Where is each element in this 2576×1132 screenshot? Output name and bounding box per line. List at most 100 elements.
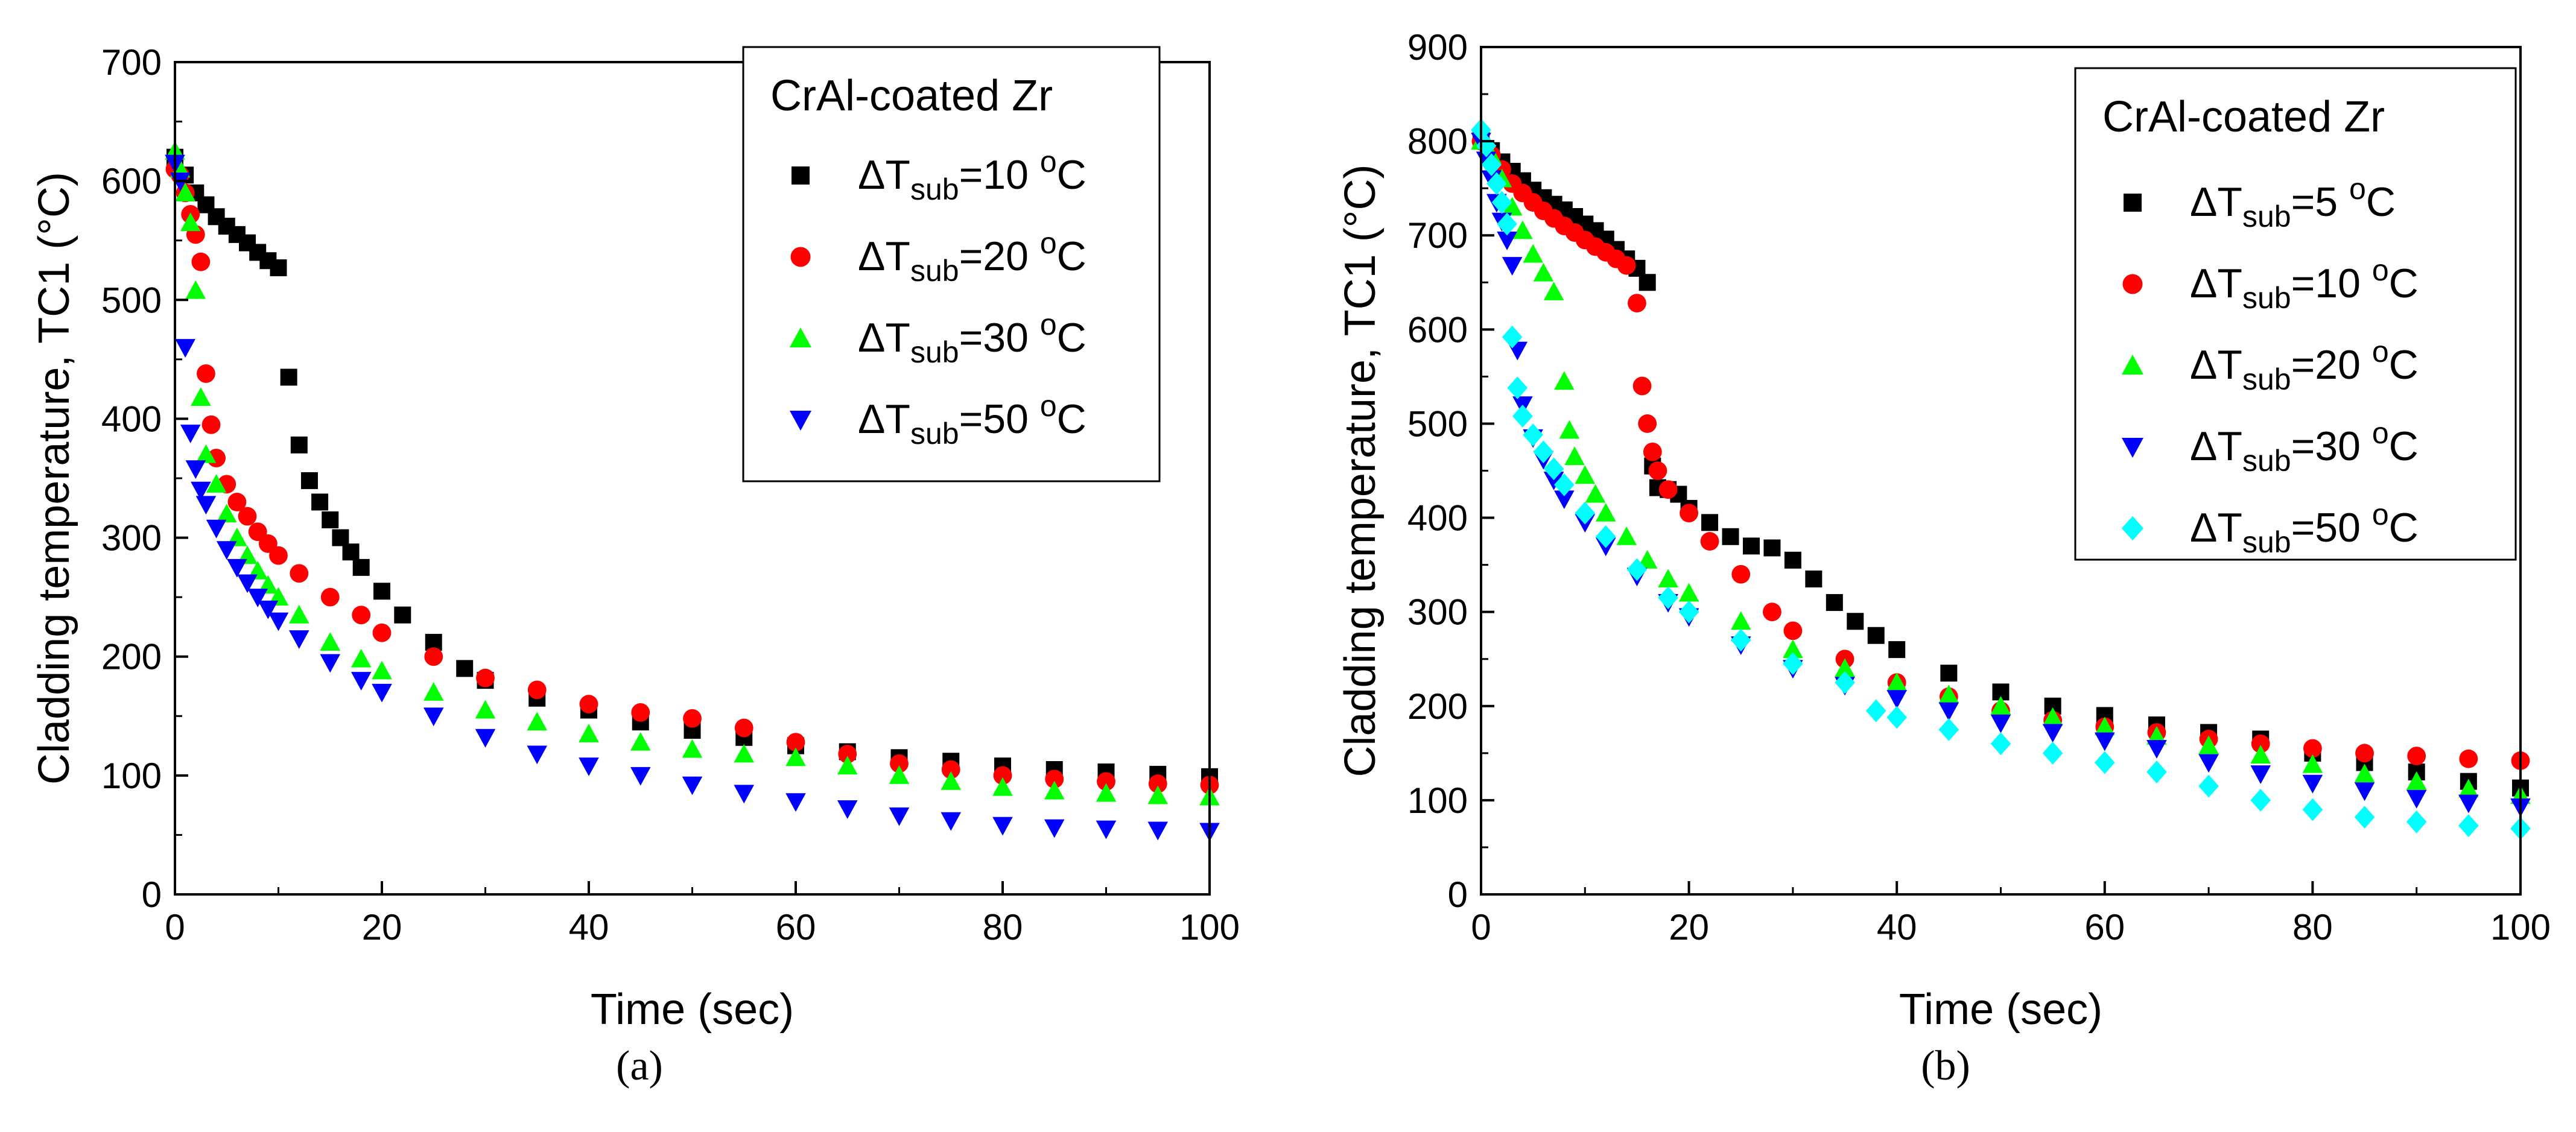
chart-a-xtick-label: 60 bbox=[776, 907, 816, 947]
chart-b-legend-title: CrAl-coated Zr bbox=[2102, 93, 2385, 141]
chart-b-point-50 bbox=[1486, 172, 1507, 195]
chart-a-point-50 bbox=[527, 745, 548, 765]
chart-a-ytick-label: 300 bbox=[101, 518, 162, 558]
chart-a-point-50 bbox=[227, 558, 247, 578]
chart-a-point-20 bbox=[579, 695, 598, 713]
chart-b-point-30 bbox=[1543, 472, 1564, 490]
chart-a-xtick-label: 100 bbox=[1179, 907, 1240, 947]
chart-b-point-5 bbox=[1701, 514, 1719, 531]
chart-b-point-50 bbox=[1990, 732, 2011, 756]
chart-b-ytick-label: 200 bbox=[1407, 686, 1468, 727]
chart-a-point-50 bbox=[1147, 821, 1169, 841]
chart-a-point-50 bbox=[423, 707, 444, 727]
chart-b-point-10 bbox=[1700, 532, 1719, 551]
chart-a-point-20 bbox=[941, 760, 960, 779]
chart-b-legend-marker-50 bbox=[2122, 516, 2143, 541]
chart-a-ytick-label: 100 bbox=[101, 756, 162, 796]
chart-b-point-50 bbox=[2458, 814, 2479, 837]
chart-b-point-50 bbox=[1595, 525, 1616, 548]
chart-a-point-10 bbox=[322, 511, 339, 528]
chart-panel-a: 0 20 40 60 80 100 0 100 200 300 400 500 600 700 Time … bbox=[30, 42, 1240, 1034]
chart-b-point-20 bbox=[1564, 446, 1585, 466]
chart-a-point-20 bbox=[191, 252, 211, 271]
chart-a-xtick-label: 20 bbox=[362, 907, 402, 947]
chart-b-point-20 bbox=[1523, 244, 1543, 263]
chart-a-point-50 bbox=[258, 600, 279, 619]
chart-b-point-30 bbox=[2095, 732, 2115, 751]
chart-a-point-20 bbox=[890, 754, 909, 773]
chart-b-point-20 bbox=[2406, 771, 2427, 790]
chart-a-xtick-label: 80 bbox=[983, 907, 1023, 947]
chart-b-point-20 bbox=[1595, 502, 1616, 522]
chart-a-point-20 bbox=[197, 364, 215, 383]
chart-a-point-50 bbox=[268, 612, 289, 631]
chart-b-legend-marker-20 bbox=[2122, 355, 2143, 375]
chart-b-point-20 bbox=[1678, 583, 1699, 602]
chart-b-xtick-label: 0 bbox=[1471, 907, 1491, 947]
chart-b-ytick-label: 700 bbox=[1407, 215, 1468, 256]
chart-a-point-20 bbox=[527, 680, 547, 700]
chart-b-point-30 bbox=[2302, 774, 2323, 794]
chart-b-point-5 bbox=[1722, 528, 1739, 545]
chart-b-point-20 bbox=[2042, 707, 2063, 726]
chart-b-ytick-label: 400 bbox=[1407, 498, 1468, 539]
chart-a-point-10 bbox=[300, 472, 318, 489]
chart-a-point-20 bbox=[227, 493, 247, 511]
chart-b-point-20 bbox=[1502, 197, 1523, 216]
chart-a-point-50 bbox=[180, 425, 201, 443]
chart-a-point-30 bbox=[289, 604, 309, 624]
chart-b-point-10 bbox=[2459, 749, 2478, 768]
chart-b-point-20 bbox=[2095, 716, 2115, 736]
chart-a-point-30 bbox=[941, 771, 962, 790]
chart-b-point-30 bbox=[2406, 789, 2427, 809]
panel-b-caption: (b) bbox=[1921, 1043, 1970, 1089]
chart-b-ytick-label: 900 bbox=[1407, 27, 1468, 68]
chart-b-point-20 bbox=[1835, 658, 1855, 677]
chart-b-point-10 bbox=[1643, 442, 1662, 461]
chart-b-point-50 bbox=[1730, 628, 1751, 652]
chart-a-point-30 bbox=[372, 660, 392, 680]
chart-a-point-20 bbox=[476, 668, 495, 688]
chart-a-point-20 bbox=[424, 647, 443, 666]
chart-panel-b: 0 20 40 60 80 100 0 100 200 300 400 500 600 700 800 900… bbox=[1336, 27, 2551, 1034]
chart-a-markers bbox=[165, 141, 1220, 842]
chart-a-legend-label-20: ΔTsub=20 oC bbox=[858, 226, 1087, 288]
chart-b-point-50 bbox=[1543, 457, 1564, 481]
chart-b-point-50 bbox=[1554, 473, 1575, 496]
chart-a-point-30 bbox=[475, 700, 496, 719]
chart-b-markers bbox=[1471, 118, 2531, 840]
chart-b-point-50 bbox=[1575, 501, 1596, 525]
chart-b-point-20 bbox=[2354, 764, 2375, 783]
chart-a-legend-marker-50 bbox=[790, 411, 811, 431]
chart-a-point-50 bbox=[475, 729, 496, 748]
chart-b-ytick-label: 100 bbox=[1407, 780, 1468, 821]
chart-a-ytick-label: 500 bbox=[101, 280, 162, 320]
chart-a-xtick-label: 40 bbox=[569, 907, 609, 947]
chart-b-point-5 bbox=[1826, 594, 1843, 612]
chart-b-point-10 bbox=[1617, 256, 1636, 275]
chart-b-point-5 bbox=[1742, 537, 1760, 555]
chart-b-point-5 bbox=[1888, 641, 1906, 659]
chart-a-point-30 bbox=[180, 212, 201, 232]
chart-b-point-30 bbox=[1990, 714, 2011, 733]
chart-a-legend-label-10: ΔTsub=10 oC bbox=[858, 145, 1087, 206]
panel-a-caption: (a) bbox=[616, 1043, 663, 1089]
chart-a-point-20 bbox=[993, 766, 1012, 785]
chart-b-point-10 bbox=[2303, 739, 2322, 758]
chart-b-xtick-label: 60 bbox=[2084, 907, 2125, 947]
chart-b-point-20 bbox=[1938, 685, 1959, 704]
chart-a-xlabel: Time (sec) bbox=[591, 985, 794, 1034]
chart-a-point-50 bbox=[185, 460, 206, 479]
chart-b-point-5 bbox=[1805, 571, 1823, 588]
chart-b-point-20 bbox=[1637, 550, 1658, 569]
chart-b-point-20 bbox=[1886, 672, 1907, 691]
chart-b-legend-label-10: ΔTsub=10 oC bbox=[2190, 253, 2419, 315]
chart-a-legend-marker-20 bbox=[790, 247, 811, 267]
chart-a-ytick-label: 700 bbox=[101, 42, 162, 83]
chart-b-point-50 bbox=[1658, 586, 1678, 610]
chart-b-point-20 bbox=[1730, 611, 1751, 630]
chart-b-point-50 bbox=[1512, 405, 1533, 428]
chart-a-point-50 bbox=[682, 776, 703, 795]
